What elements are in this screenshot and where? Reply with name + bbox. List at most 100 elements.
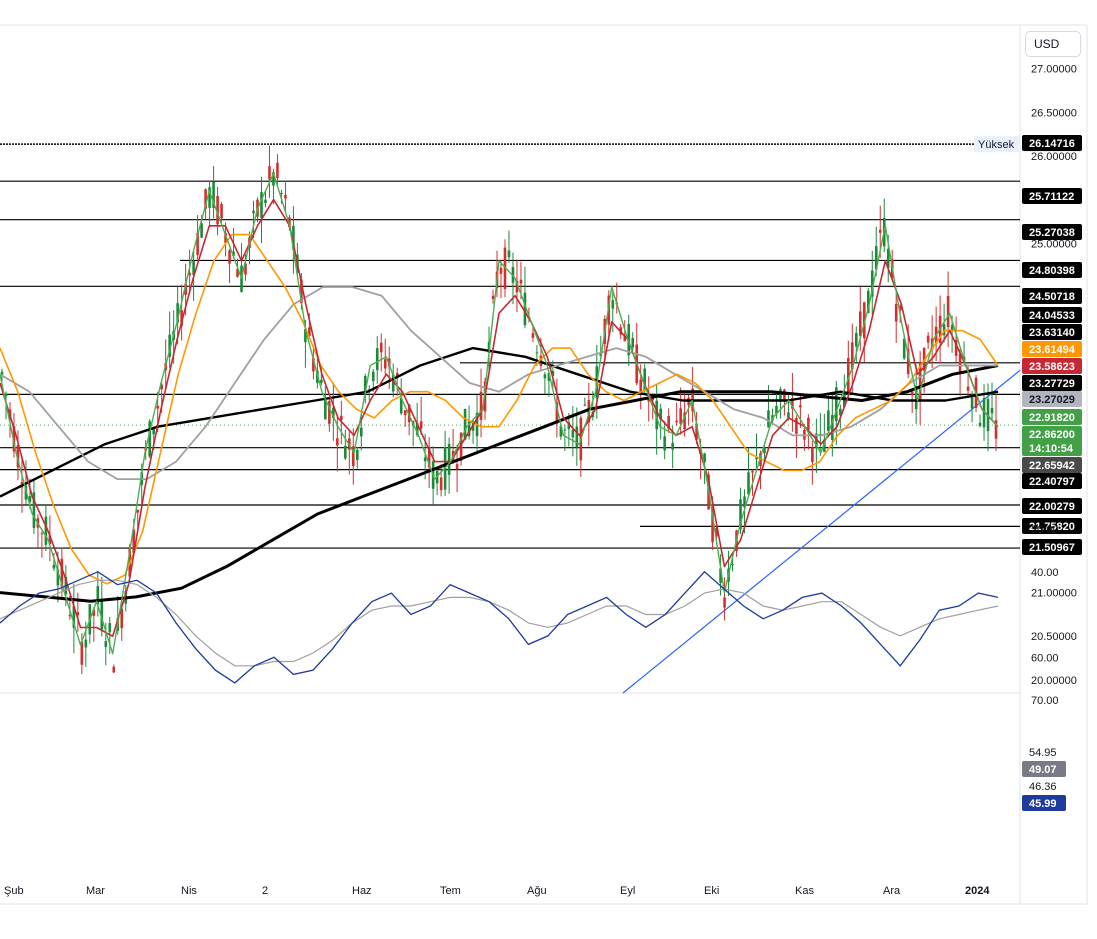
candle-body: [168, 334, 171, 357]
candle-body: [68, 615, 72, 617]
candle-body: [4, 393, 8, 397]
candle-body: [324, 398, 327, 420]
candle-body: [479, 391, 483, 420]
candle-body: [340, 415, 343, 421]
candle-body: [647, 397, 651, 402]
price-label: 23.63140: [1029, 327, 1075, 339]
candle-body: [751, 471, 754, 473]
candle-body: [363, 376, 367, 395]
candle-body: [671, 442, 674, 450]
price-tick: 26.50000: [1031, 107, 1077, 119]
rsi-tick: 30.00: [1031, 524, 1059, 536]
candle-body: [328, 401, 331, 424]
candle-body: [375, 348, 379, 371]
candle-body: [220, 204, 223, 219]
candle-body: [427, 447, 431, 468]
candle-body: [663, 436, 666, 451]
candle-body: [679, 408, 682, 424]
candle-body: [132, 529, 136, 553]
candle-body: [683, 412, 686, 430]
price-label-bg: [1022, 409, 1082, 425]
candle-body: [200, 223, 203, 238]
price-label: 23.61494: [1029, 344, 1076, 356]
price-label-bg: [1022, 224, 1082, 240]
candle-body: [48, 535, 52, 545]
candle-body: [655, 400, 658, 430]
price-label-bg: [1022, 473, 1082, 489]
candle-body: [192, 261, 195, 275]
price-label: 21.50967: [1029, 542, 1075, 554]
price-label: 24.50718: [1029, 291, 1075, 303]
candle-body: [180, 310, 183, 327]
candle-body: [419, 421, 423, 429]
time-tick: 2024: [965, 885, 990, 897]
candle-body: [212, 181, 215, 208]
candle-body: [288, 217, 291, 228]
price-label-bg: [1022, 341, 1082, 357]
candle-body: [463, 408, 467, 440]
candle-body: [695, 423, 698, 440]
candle-body: [467, 421, 471, 437]
candle-body: [228, 250, 231, 264]
candle-body: [862, 302, 866, 339]
candle-body: [507, 250, 511, 258]
candle-body: [827, 410, 830, 431]
candle-body: [403, 410, 407, 416]
candle-body: [232, 251, 235, 256]
price-label: 24.04533: [1029, 310, 1075, 322]
candle-body: [767, 410, 770, 428]
price-label: 24.80398: [1029, 265, 1075, 277]
candle-body: [60, 558, 64, 587]
candle-body: [926, 335, 930, 343]
candle-body: [659, 408, 662, 420]
candle-body: [280, 193, 283, 195]
candle-body: [308, 327, 311, 337]
candle-body: [611, 300, 615, 309]
candle-body: [148, 421, 152, 457]
candle-body: [675, 420, 678, 423]
candle-body: [264, 199, 267, 203]
time-tick: Kas: [795, 885, 814, 897]
candle-body: [631, 337, 635, 348]
price-label-bg: [1022, 518, 1082, 534]
rsi-ma-line: [0, 579, 999, 667]
price-label: 25.71122: [1029, 191, 1074, 203]
rsi-label: 54.95: [1029, 747, 1057, 759]
candle-body: [739, 499, 742, 530]
price-label: 23.27729: [1029, 378, 1075, 390]
candle-body: [292, 225, 295, 250]
candle-body: [355, 449, 359, 461]
candle-body: [643, 368, 647, 390]
candle-body: [383, 359, 387, 369]
candle-body: [320, 379, 323, 384]
candle-body: [575, 426, 579, 448]
candle-body: [272, 172, 275, 186]
candle-body: [555, 402, 559, 424]
time-tick: Nis: [181, 885, 197, 897]
candle-body: [371, 371, 375, 382]
candle-body: [399, 398, 403, 414]
candle-body: [152, 429, 155, 435]
candle-body: [874, 246, 878, 270]
candle-body: [703, 453, 706, 463]
candle-body: [176, 303, 179, 323]
candle-body: [990, 407, 994, 414]
currency-button[interactable]: USD: [1025, 31, 1081, 57]
candle-body: [775, 405, 778, 414]
candle-body: [815, 433, 818, 449]
candle-body: [455, 464, 459, 470]
candle-body: [84, 639, 88, 648]
candle-body: [715, 527, 718, 537]
price-label: 23.27029: [1029, 394, 1075, 406]
candle-body: [395, 372, 399, 377]
candle-body: [886, 248, 890, 268]
price-label: 21.75820: [1029, 521, 1075, 533]
candle-body: [587, 400, 591, 423]
candle-body: [156, 405, 159, 409]
price-label-bg: [1022, 539, 1082, 555]
candle-body: [847, 357, 850, 395]
candle-body: [854, 333, 858, 347]
candle-body: [423, 457, 427, 462]
candle-body: [40, 533, 44, 535]
